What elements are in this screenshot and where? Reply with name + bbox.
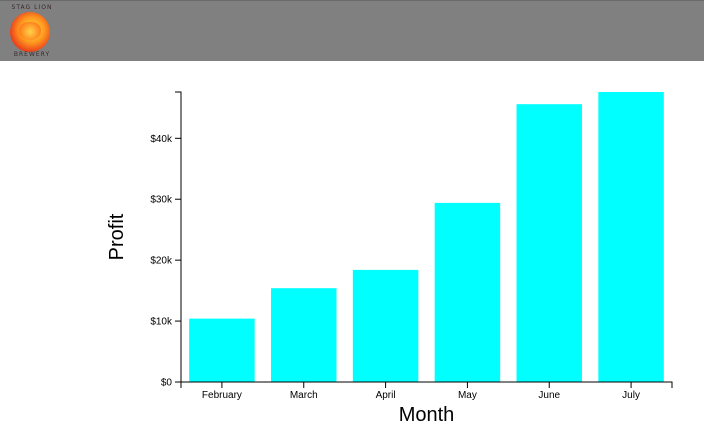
- logo-text-top: STAG LION: [11, 4, 53, 11]
- y-tick-label: $40k: [150, 134, 173, 145]
- bar-february: [189, 318, 255, 382]
- bar-may: [434, 202, 501, 382]
- x-tick-label-april: April: [376, 390, 396, 401]
- y-tick-label: $0: [161, 378, 173, 389]
- x-tick-label-july: July: [622, 390, 640, 401]
- bar-march: [271, 288, 337, 382]
- logo-text-bottom: BREWERY: [13, 51, 51, 58]
- x-axis-line: [180, 381, 673, 388]
- x-tick-label-march: March: [290, 390, 318, 401]
- brewery-logo: STAG LION BREWERY: [6, 4, 58, 60]
- x-axis-title: Month: [399, 404, 455, 426]
- bars-group: [189, 92, 664, 383]
- y-tick-label: $30k: [150, 195, 173, 206]
- header-bar: STAG LION BREWERY: [0, 0, 704, 61]
- y-tick-label: $10k: [150, 317, 173, 328]
- lion-face-icon: [19, 22, 41, 40]
- y-tick-label: $20k: [150, 256, 173, 267]
- x-tick-label-june: June: [538, 390, 560, 401]
- y-axis-title: Profit: [106, 213, 128, 260]
- lion-icon: [10, 12, 50, 52]
- x-tick-label-may: May: [458, 390, 477, 401]
- bar-april: [352, 269, 419, 382]
- y-axis: $0 $10k $20k $30k $40k: [150, 91, 182, 389]
- x-tick-label-february: February: [202, 390, 242, 401]
- y-axis-line: [175, 91, 182, 383]
- bar-july: [598, 92, 664, 382]
- bar-june: [516, 104, 582, 383]
- x-axis: February March April May June July: [180, 381, 673, 401]
